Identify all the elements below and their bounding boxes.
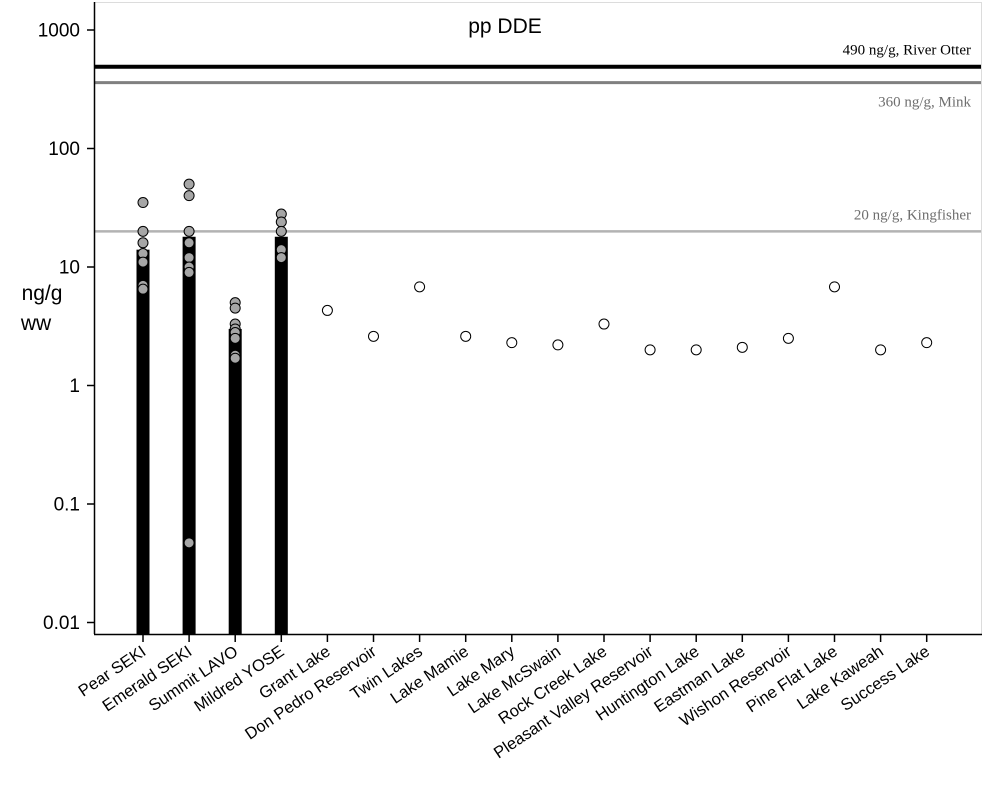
lake-data-point bbox=[368, 330, 379, 342]
lake-data-point bbox=[598, 318, 610, 330]
chart-title: pp DDE bbox=[468, 15, 542, 38]
y-ticks: 1000 100 10 1 0.1 0.01 bbox=[38, 21, 94, 634]
y-tick-label: 10 bbox=[59, 258, 80, 279]
bar-data-point bbox=[183, 537, 195, 549]
bar-data-point bbox=[183, 237, 195, 249]
bar-data-point bbox=[137, 283, 149, 295]
reference-lines: 490 ng/g, River Otter 360 ng/g, Mink 20 ng… bbox=[95, 43, 981, 233]
bar-data-point bbox=[275, 252, 287, 264]
lake-data-point bbox=[321, 304, 333, 316]
bar-data-point bbox=[183, 225, 195, 237]
bar bbox=[136, 249, 150, 634]
y-axis-label-basis: ww bbox=[20, 312, 52, 335]
reference-line-label: 360 ng/g, Mink bbox=[878, 95, 971, 111]
lake-data-point bbox=[921, 337, 933, 349]
bar-data-point bbox=[275, 216, 287, 228]
bar-data-point bbox=[183, 190, 195, 202]
lake-data-point bbox=[782, 332, 794, 344]
lake-data-point bbox=[829, 281, 840, 293]
data-points bbox=[137, 178, 933, 549]
reference-line-label: 20 ng/g, Kingfisher bbox=[854, 207, 971, 223]
bar bbox=[274, 236, 288, 634]
y-axis-label-unit: ng/g bbox=[22, 282, 63, 305]
lake-data-point bbox=[690, 344, 702, 356]
lake-data-point bbox=[736, 341, 748, 353]
bar-data-point bbox=[229, 352, 241, 364]
bar-data-point bbox=[229, 332, 241, 344]
lake-data-point bbox=[875, 344, 887, 356]
y-tick-label: 1000 bbox=[38, 21, 80, 42]
lake-data-point bbox=[414, 281, 426, 293]
y-tick-label: 100 bbox=[48, 139, 80, 160]
lake-data-point bbox=[460, 330, 472, 342]
y-tick-label: 0.01 bbox=[43, 613, 80, 634]
bars bbox=[136, 236, 288, 634]
bar-data-point bbox=[275, 225, 287, 237]
y-tick-label: 0.1 bbox=[54, 495, 80, 516]
lake-data-point bbox=[552, 339, 564, 351]
bar-data-point bbox=[137, 197, 149, 209]
bar-data-point bbox=[137, 225, 149, 237]
y-tick-label: 1 bbox=[69, 376, 80, 397]
bar-data-point bbox=[137, 256, 149, 268]
bar bbox=[228, 328, 242, 634]
bar-data-point bbox=[229, 302, 241, 314]
bar-data-point bbox=[183, 178, 195, 190]
reference-line-label: 490 ng/g, River Otter bbox=[843, 43, 971, 59]
bar-data-point bbox=[183, 252, 195, 264]
plot-frame bbox=[94, 2, 982, 635]
bar-data-point bbox=[183, 266, 195, 278]
lake-data-point bbox=[644, 344, 656, 356]
lake-data-point bbox=[506, 337, 518, 349]
bar-data-point bbox=[137, 237, 149, 249]
bar bbox=[182, 236, 196, 634]
